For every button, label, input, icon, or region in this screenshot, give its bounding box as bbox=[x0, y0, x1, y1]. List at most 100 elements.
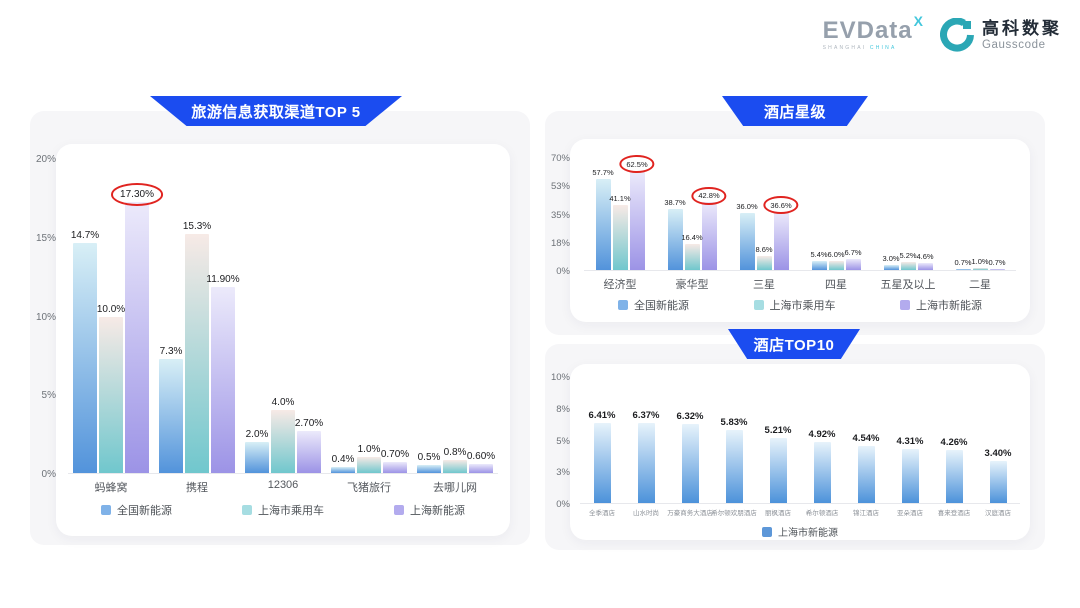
bar-cluster: 14.7% 10.0% 17.30% bbox=[71, 160, 164, 473]
bar: 4.92% bbox=[809, 429, 835, 503]
bar-value-label-circled: 36.6% bbox=[763, 196, 800, 215]
legend-swatch bbox=[762, 526, 772, 537]
legend-swatch bbox=[101, 505, 111, 515]
bar: 5.2% bbox=[899, 251, 917, 270]
bar-cluster: 3.40% bbox=[985, 378, 1011, 503]
bar-value-label: 4.26% bbox=[940, 436, 968, 448]
category-label: 飞猪旅行 bbox=[347, 482, 391, 494]
bar: 5.21% bbox=[765, 425, 791, 503]
bar: 6.37% bbox=[633, 410, 659, 503]
bar-cluster: 5.83% bbox=[721, 378, 747, 503]
bar-cluster: 7.3% 15.3% 11.90% bbox=[159, 160, 240, 473]
bar: 42.8% bbox=[691, 186, 728, 270]
category-label: 万豪商务大酒店 bbox=[667, 510, 713, 517]
bar-cluster: 0.4% 1.0% 0.70% bbox=[331, 160, 409, 473]
legend-label: 上海市新能源 bbox=[916, 300, 982, 312]
chart-card: 14.7% 10.0% 17.30% 蚂蜂窝 7.3% 15.3% 11.90% 携程 2.0%… bbox=[56, 144, 510, 536]
category-label: 四星 bbox=[825, 279, 847, 291]
legend-swatch bbox=[394, 505, 404, 515]
bar-group: 4.31% 亚朵酒店 bbox=[897, 378, 924, 517]
bar-value-label: 5.83% bbox=[720, 417, 748, 429]
y-axis-tick: 10% bbox=[550, 372, 570, 383]
legend-swatch bbox=[242, 505, 252, 515]
legend-item[interactable]: 上海市乘用车 bbox=[753, 297, 836, 313]
legend-item[interactable]: 上海市新能源 bbox=[762, 524, 838, 539]
bar-group: 14.7% 10.0% 17.30% 蚂蜂窝 bbox=[71, 160, 164, 494]
bar: 10.0% bbox=[97, 304, 125, 473]
bar-value-label: 1.0% bbox=[971, 257, 989, 267]
bar-value-label: 0.8% bbox=[443, 447, 467, 459]
legend-label: 上海市乘用车 bbox=[258, 505, 324, 517]
gausscode-logo-en: Gausscode bbox=[982, 38, 1046, 51]
legend-item[interactable]: 上海市新能源 bbox=[900, 297, 982, 313]
bar-value-label: 0.5% bbox=[417, 452, 441, 464]
bar-group: 36.0% 8.6% 36.6% 三星 bbox=[736, 159, 800, 291]
bar-group: 0.4% 1.0% 0.70% 飞猪旅行 bbox=[331, 160, 409, 494]
category-label: 喜来登酒店 bbox=[937, 510, 971, 517]
bar-cluster: 38.7% 16.4% 42.8% bbox=[664, 159, 728, 270]
evdata-logo: EVData X SHANGHAI CHINA bbox=[823, 13, 923, 51]
bar: 0.5% bbox=[417, 452, 441, 473]
bar-value-label: 5.4% bbox=[810, 250, 828, 260]
bar-group: 5.4% 6.0% 6.7% 四星 bbox=[810, 159, 861, 291]
evdata-logo-x-mark: X bbox=[913, 13, 923, 29]
bar: 0.60% bbox=[467, 451, 495, 473]
bar-group: 7.3% 15.3% 11.90% 携程 bbox=[159, 160, 240, 494]
bar-group: 6.32% 万豪商务大酒店 bbox=[667, 378, 713, 517]
bar-value-label: 6.41% bbox=[588, 409, 616, 421]
bar-value-label: 6.0% bbox=[827, 249, 845, 259]
category-label: 全季酒店 bbox=[589, 510, 615, 517]
bar: 0.8% bbox=[443, 447, 467, 473]
gausscode-logo: 高科数聚 Gausscode bbox=[940, 18, 1062, 52]
legend-item[interactable]: 上海市乘用车 bbox=[242, 502, 324, 518]
category-label: 锦江酒店 bbox=[853, 510, 879, 517]
chart-travel-channels: 20% 15% 10% 5% 0% 14.7% 10.0% 17.30% 蚂蜂窝 7.3% 15.… bbox=[30, 111, 530, 545]
bar: 4.6% bbox=[916, 252, 934, 270]
bar: 0.4% bbox=[331, 454, 355, 473]
chart-card: 6.41% 全季酒店 6.37% 山水时尚 6.32% 万豪商务大酒店 5.83% 希尔顿欢朋… bbox=[570, 364, 1030, 540]
legend: 全国新能源 上海市乘用车 上海新能源 bbox=[101, 502, 465, 518]
bar: 15.3% bbox=[183, 221, 211, 473]
legend-item[interactable]: 全国新能源 bbox=[618, 297, 689, 313]
bar-group: 2.0% 4.0% 2.70% 12306 bbox=[245, 160, 323, 491]
bar-value-label: 0.7% bbox=[988, 257, 1006, 267]
bar-group: 3.40% 汉庭酒店 bbox=[985, 378, 1012, 518]
chart-title: 旅游信息获取渠道TOP 5 bbox=[191, 103, 361, 121]
chart-title: 酒店TOP10 bbox=[753, 336, 835, 354]
bar-value-label: 4.31% bbox=[896, 436, 924, 448]
legend-swatch bbox=[900, 300, 910, 310]
bar: 14.7% bbox=[71, 230, 99, 473]
bar-value-label: 1.0% bbox=[357, 444, 381, 456]
legend-item[interactable]: 上海新能源 bbox=[394, 502, 465, 518]
bar-group: 57.7% 41.1% 62.5% 经济型 bbox=[592, 155, 656, 291]
bar-value-label: 4.6% bbox=[916, 251, 934, 261]
category-label: 携程 bbox=[186, 482, 208, 494]
chart-card: 57.7% 41.1% 62.5% 经济型 38.7% 16.4% 42.8% 豪华型 36.0… bbox=[570, 139, 1030, 322]
category-label: 丽枫酒店 bbox=[765, 510, 791, 517]
bar-value-label: 0.4% bbox=[331, 453, 355, 465]
bar: 17.30% bbox=[110, 183, 164, 473]
legend-item[interactable]: 全国新能源 bbox=[101, 502, 172, 518]
y-axis-tick: 5% bbox=[556, 435, 570, 447]
bar-value-label: 0.60% bbox=[466, 450, 496, 462]
legend-swatch bbox=[618, 300, 628, 310]
bar-group: 4.92% 希尔顿酒店 bbox=[806, 378, 839, 518]
y-axis: 70% 53% 35% 18% 0% bbox=[546, 153, 570, 277]
bar: 2.0% bbox=[245, 429, 269, 473]
category-label: 蚂蜂窝 bbox=[94, 482, 128, 494]
y-axis-tick: 0% bbox=[41, 469, 56, 480]
bar: 3.0% bbox=[882, 254, 900, 270]
category-label: 五星及以上 bbox=[880, 279, 936, 291]
bar-value-label: 5.21% bbox=[764, 424, 792, 436]
bar-value-label-circled: 17.30% bbox=[110, 183, 164, 207]
bar: 4.31% bbox=[897, 436, 923, 503]
bar-value-label: 4.92% bbox=[808, 428, 836, 440]
category-label: 豪华型 bbox=[675, 279, 709, 291]
category-label: 山水时尚 bbox=[633, 510, 659, 517]
bar: 57.7% bbox=[592, 168, 614, 270]
bar-value-label: 0.70% bbox=[380, 449, 410, 461]
bar: 0.70% bbox=[381, 449, 409, 473]
legend-label: 上海市新能源 bbox=[778, 528, 838, 539]
chart-title-banner-hotel-stars: 酒店星级 bbox=[722, 96, 868, 126]
category-label: 希尔顿酒店 bbox=[805, 510, 839, 517]
